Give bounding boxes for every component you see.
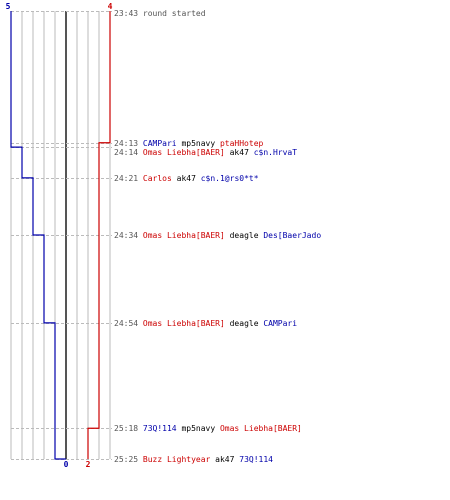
event-row: 25:25 Buzz Lightyear ak47 73Q!114	[114, 455, 273, 464]
event-killer: Omas Liebha[BAER]	[138, 231, 225, 240]
team-b-start-count: 4	[108, 2, 113, 11]
team-a-alive-line	[10, 11, 66, 460]
team-a-end-count: 0	[64, 460, 69, 469]
event-weapon: ak47	[225, 148, 249, 157]
event-weapon: mp5navy	[177, 424, 216, 433]
event-killer: Omas Liebha[BAER]	[138, 148, 225, 157]
team-b-alive-line	[87, 11, 111, 459]
event-victim: Des[BaerJado	[259, 231, 322, 240]
event-killer: Carlos	[138, 174, 172, 183]
event-killer: CAMPari	[138, 139, 177, 148]
round-start-row: 23:43 round started	[114, 9, 206, 18]
event-victim: ptaHHotep	[215, 139, 263, 148]
event-victim: c$n.1@rs0*t*	[196, 174, 259, 183]
event-victim: CAMPari	[259, 319, 298, 328]
event-time: 24:13	[114, 139, 138, 148]
event-weapon: ak47	[172, 174, 196, 183]
event-killer: 73Q!114	[138, 424, 177, 433]
team-a-start-count: 5	[6, 2, 11, 11]
round-start-text: round started	[138, 9, 206, 18]
event-weapon: deagle	[225, 319, 259, 328]
event-row: 24:13 CAMPari mp5navy ptaHHotep	[114, 139, 264, 148]
event-weapon: mp5navy	[177, 139, 216, 148]
event-time: 24:21	[114, 174, 138, 183]
event-weapon: deagle	[225, 231, 259, 240]
event-time: 24:54	[114, 319, 138, 328]
event-time: 24:14	[114, 148, 138, 157]
event-victim: 73Q!114	[234, 455, 273, 464]
event-row: 24:34 Omas Liebha[BAER] deagle Des[BaerJ…	[114, 231, 321, 240]
event-time: 25:18	[114, 424, 138, 433]
event-victim: Omas Liebha[BAER]	[215, 424, 302, 433]
event-row: 25:18 73Q!114 mp5navy Omas Liebha[BAER]	[114, 424, 302, 433]
event-row: 24:14 Omas Liebha[BAER] ak47 c$n.HrvaT	[114, 148, 297, 157]
event-time: 25:25	[114, 455, 138, 464]
event-row: 24:54 Omas Liebha[BAER] deagle CAMPari	[114, 319, 297, 328]
event-time: 24:34	[114, 231, 138, 240]
round-start-time: 23:43	[114, 9, 138, 18]
event-victim: c$n.HrvaT	[249, 148, 297, 157]
event-row: 24:21 Carlos ak47 c$n.1@rs0*t*	[114, 174, 259, 183]
event-killer: Omas Liebha[BAER]	[138, 319, 225, 328]
event-killer: Buzz Lightyear	[138, 455, 210, 464]
event-weapon: ak47	[210, 455, 234, 464]
team-b-end-count: 2	[86, 460, 91, 469]
